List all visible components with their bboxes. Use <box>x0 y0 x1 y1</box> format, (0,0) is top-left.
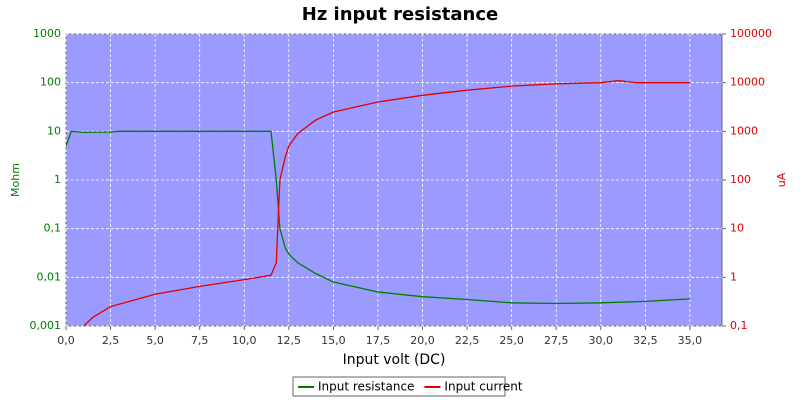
y-axis-label: Mohm <box>9 163 22 197</box>
y2-axis-label: uA <box>775 172 788 187</box>
y-tick-label: 100 <box>40 76 61 89</box>
y-tick-label: 1000 <box>33 27 61 40</box>
y2-tick-label: 100 <box>730 173 751 186</box>
x-tick-label: 2,5 <box>102 334 120 347</box>
y-tick-label: 1 <box>54 173 61 186</box>
legend-label: Input current <box>444 380 522 394</box>
y-tick-label: 0,01 <box>37 270 62 283</box>
x-tick-label: 25,0 <box>499 334 524 347</box>
x-tick-label: 32,5 <box>633 334 658 347</box>
x-tick-label: 5,0 <box>146 334 164 347</box>
x-tick-label: 22,5 <box>455 334 480 347</box>
x-tick-label: 17,5 <box>366 334 391 347</box>
legend: Input resistance Input current <box>292 376 523 397</box>
y2-tick-label: 100000 <box>730 27 772 40</box>
x-tick-label: 0,0 <box>57 334 75 347</box>
x-tick-label: 30,0 <box>589 334 614 347</box>
x-axis-label: Input volt (DC) <box>343 352 446 368</box>
legend-label: Input resistance <box>318 380 414 394</box>
x-tick-label: 12,5 <box>277 334 302 347</box>
x-tick-label: 35,0 <box>678 334 703 347</box>
x-tick-label: 20,0 <box>410 334 435 347</box>
x-tick-label: 7,5 <box>191 334 209 347</box>
x-tick-label: 27,5 <box>544 334 569 347</box>
x-tick-label: 10,0 <box>232 334 257 347</box>
series-line <box>66 130 690 305</box>
y-tick-label: 0,1 <box>44 222 62 235</box>
x-tick-label: 15,0 <box>321 334 346 347</box>
legend-box <box>292 376 506 397</box>
y2-tick-label: 0,1 <box>730 319 748 332</box>
series-line <box>83 80 690 326</box>
y-tick-label: 0,001 <box>30 319 62 332</box>
y-tick-label: 10 <box>47 124 61 137</box>
y2-tick-label: 1000 <box>730 124 758 137</box>
chart-title: Hz input resistance <box>302 4 499 25</box>
series-group <box>66 80 690 326</box>
y2-tick-label: 1 <box>730 270 737 283</box>
y2-tick-label: 10 <box>730 222 744 235</box>
y2-tick-label: 10000 <box>730 76 765 89</box>
